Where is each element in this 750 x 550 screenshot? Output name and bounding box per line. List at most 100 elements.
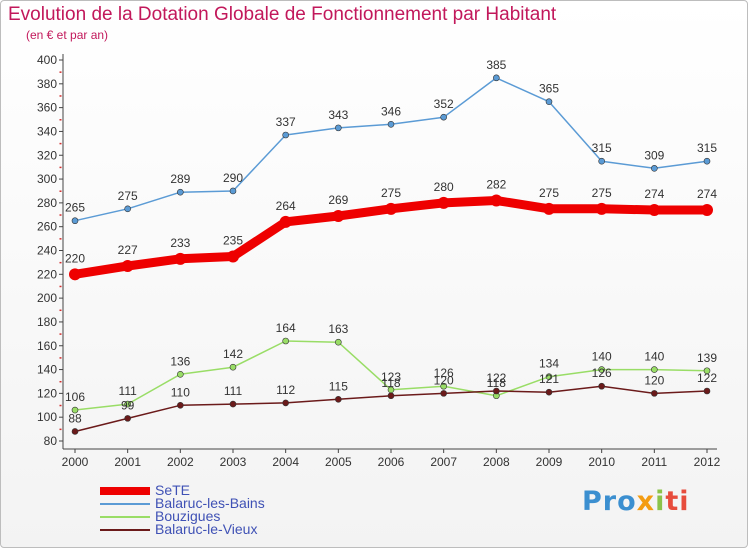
data-label: 123 [381, 370, 401, 384]
data-point [493, 74, 500, 82]
x-tick-label: 2002 [167, 455, 194, 469]
data-point [71, 217, 79, 225]
x-tick-label: 2000 [62, 455, 89, 469]
y-tick-label: 280 [37, 196, 57, 210]
data-point [177, 371, 184, 378]
legend-swatch [100, 516, 150, 518]
legend-label: SeTE [155, 482, 191, 498]
data-point [545, 98, 553, 105]
y-minor-tick [59, 357, 62, 359]
data-label: 343 [328, 108, 348, 122]
data-point [598, 366, 605, 373]
data-label: 115 [329, 379, 348, 393]
y-minor-tick [59, 190, 62, 192]
data-label: 140 [644, 350, 664, 364]
data-point [229, 400, 237, 408]
y-tick-label: 260 [37, 220, 57, 234]
x-tick-label: 2009 [536, 455, 563, 469]
x-tick-label: 2006 [378, 455, 405, 469]
legend-item: Balaruc-le-Vieux [100, 521, 340, 537]
data-label: 280 [434, 180, 454, 194]
y-tick-label: 180 [37, 315, 57, 329]
data-point [701, 204, 713, 217]
data-label: 227 [118, 243, 138, 257]
legend-item: Balaruc-les-Bains [100, 495, 340, 511]
y-minor-tick [59, 380, 62, 383]
data-point [177, 188, 184, 196]
data-point [121, 259, 134, 272]
data-label: 122 [486, 371, 506, 385]
data-label: 315 [592, 141, 612, 155]
data-label: 112 [276, 383, 295, 397]
proxiti-logo: Proxiti [582, 486, 690, 517]
chart-subtitle: (en € et par an) [26, 28, 109, 42]
data-point [437, 196, 450, 209]
x-tick-label: 2005 [325, 455, 352, 469]
data-label: 106 [65, 390, 85, 404]
data-label: 136 [170, 354, 190, 368]
y-tick-label: 160 [37, 339, 57, 353]
y-minor-tick [59, 214, 62, 216]
data-label: 111 [224, 384, 243, 398]
x-tick-label: 2001 [114, 455, 141, 469]
data-label: 275 [381, 186, 401, 200]
data-point [124, 400, 131, 408]
x-tick-label: 2012 [694, 455, 721, 469]
y-tick-label: 100 [37, 410, 57, 424]
data-point [335, 124, 342, 132]
data-point [71, 406, 79, 414]
data-point [385, 202, 397, 215]
data-point [335, 396, 342, 403]
x-tick-label: 2007 [430, 455, 457, 469]
data-label: 309 [644, 148, 664, 162]
data-label: 99 [121, 398, 135, 412]
y-minor-tick [59, 285, 62, 288]
data-label: 275 [118, 189, 138, 203]
data-label: 120 [434, 373, 454, 387]
data-label: 235 [223, 233, 243, 247]
data-label: 233 [170, 236, 190, 250]
data-label: 385 [486, 58, 506, 72]
data-point [71, 428, 79, 435]
data-point [440, 390, 447, 397]
data-point [124, 415, 131, 422]
legend-label: Bouzigues [155, 508, 221, 524]
legend-label: Balaruc-les-Bains [155, 495, 265, 511]
data-point [174, 252, 187, 265]
data-label: 121 [539, 372, 559, 386]
legend-item: SeTE [100, 482, 340, 498]
y-minor-tick [59, 71, 62, 73]
y-tick-label: 300 [37, 172, 57, 186]
x-tick-label: 2010 [588, 455, 615, 469]
y-minor-tick [59, 238, 62, 240]
y-minor-tick [59, 309, 62, 312]
logo-part: i [655, 486, 666, 517]
legend-swatch [100, 487, 150, 495]
y-tick-label: 220 [37, 267, 57, 281]
data-label: 289 [170, 172, 190, 186]
data-label: 274 [697, 187, 717, 201]
data-label: 346 [381, 104, 401, 118]
x-tick-label: 2011 [641, 455, 667, 469]
logo-part: ti [665, 486, 690, 517]
data-label: 118 [381, 376, 400, 390]
data-point [177, 401, 184, 409]
data-point [440, 382, 447, 390]
y-tick-label: 240 [37, 244, 57, 258]
data-point [229, 187, 237, 195]
data-point [595, 202, 608, 215]
data-point [335, 338, 342, 346]
data-label: 220 [65, 251, 85, 265]
data-label: 122 [697, 371, 717, 385]
x-tick-label: 2003 [220, 455, 247, 469]
data-label: 120 [644, 373, 664, 387]
data-label: 365 [539, 82, 559, 96]
x-tick-label: 2008 [483, 455, 510, 469]
data-point [651, 390, 658, 397]
data-point [493, 387, 500, 395]
y-minor-tick [59, 404, 62, 407]
data-point [543, 202, 555, 215]
logo-part: x [636, 486, 656, 517]
y-tick-label: 360 [37, 101, 57, 115]
